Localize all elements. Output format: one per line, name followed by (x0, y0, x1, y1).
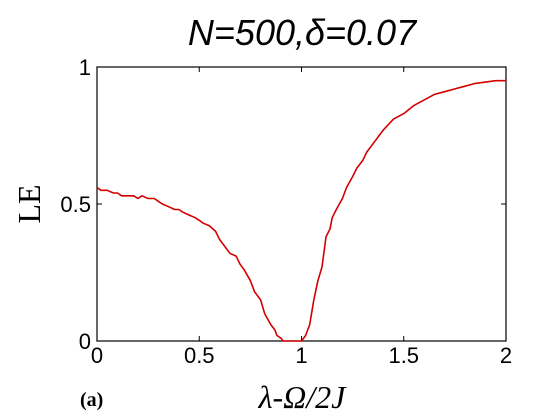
panel-label: (a) (80, 389, 103, 411)
plot-frame (96, 66, 507, 342)
x-tick-label: 2 (500, 343, 512, 368)
x-tick-label: 1.5 (388, 343, 419, 368)
series-line (96, 79, 506, 342)
chart-title: N=500,δ=0.07 (188, 12, 418, 53)
axis-tick-labels: 0 0.5 1 1.5 2 0 0.5 1 (60, 55, 512, 368)
y-axis-label: LE (11, 184, 47, 223)
y-tick-label: 1 (79, 55, 91, 80)
axis-ticks (96, 66, 507, 342)
x-axis-label: λ-Ω/2J (258, 379, 348, 415)
y-tick-label: 0.5 (60, 192, 91, 217)
x-tick-label: 1 (295, 343, 307, 368)
y-tick-label: 0 (79, 329, 91, 354)
x-tick-label: 0 (91, 343, 103, 368)
x-tick-label: 0.5 (184, 343, 215, 368)
